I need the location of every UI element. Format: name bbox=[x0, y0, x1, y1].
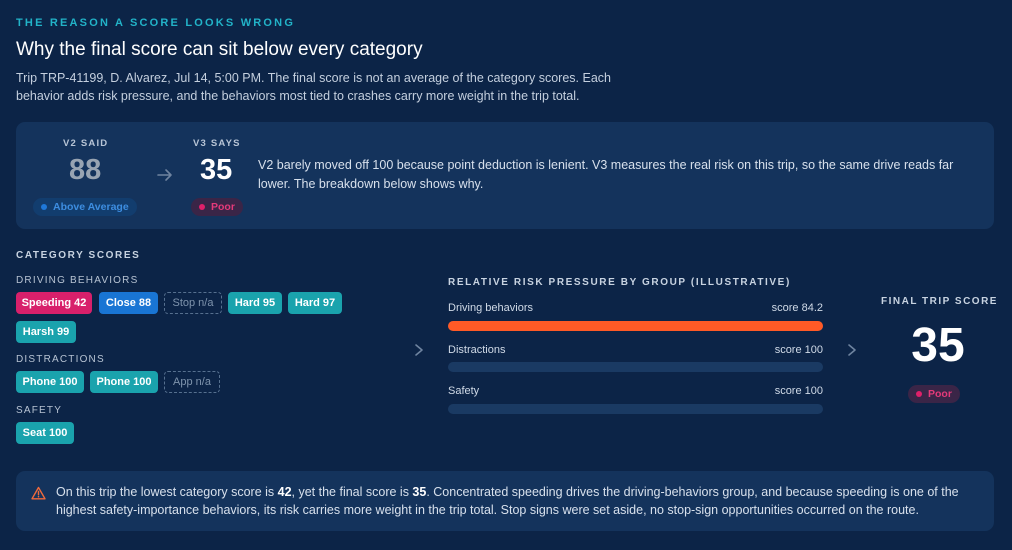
chip-hard-braking[interactable]: Hard 95 bbox=[228, 292, 282, 314]
v3-label: V3 SAYS bbox=[193, 138, 241, 149]
v3-badge-label: Poor bbox=[211, 201, 235, 213]
pressure-bar-driving bbox=[448, 321, 823, 331]
page-title: Why the final score can sit below every … bbox=[16, 39, 423, 60]
v2-badge-label: Above Average bbox=[53, 201, 129, 213]
pressure-label-distractions: Distractions bbox=[448, 344, 506, 356]
pressure-label-driving: Driving behaviors bbox=[448, 302, 533, 314]
warning-triangle-icon bbox=[31, 486, 46, 500]
pressure-bar-distractions bbox=[448, 362, 823, 372]
chevron-right-icon bbox=[415, 344, 423, 356]
chevron-right-icon bbox=[848, 344, 856, 356]
pressure-label-safety: Safety bbox=[448, 385, 480, 397]
explanation-note: On this trip the lowest category score i… bbox=[16, 471, 994, 531]
note-lowest-score: 42 bbox=[277, 485, 292, 499]
chip-harsh-cornering[interactable]: Harsh 99 bbox=[16, 321, 76, 343]
status-dot-icon bbox=[916, 391, 922, 397]
note-final-score: 35 bbox=[412, 485, 427, 499]
v2-label: V2 SAID bbox=[63, 138, 109, 149]
version-comparison-card: V2 SAID 88 Above Average V3 SAYS 35 Poor… bbox=[16, 122, 994, 229]
chip-app-usage[interactable]: App n/a bbox=[164, 371, 220, 393]
group-label-distractions: DISTRACTIONS bbox=[16, 354, 105, 365]
page-description: Trip TRP-41199, D. Alvarez, Jul 14, 5:00… bbox=[16, 71, 611, 103]
pressure-score-distractions: score 100 bbox=[774, 344, 823, 356]
final-badge-label: Poor bbox=[928, 388, 952, 400]
status-dot-icon bbox=[41, 204, 47, 210]
group-label-safety: SAFETY bbox=[16, 405, 63, 416]
final-score-label: FINAL TRIP SCORE bbox=[881, 296, 998, 307]
final-score-value: 35 bbox=[911, 319, 965, 372]
chip-speeding[interactable]: Speeding 42 bbox=[16, 292, 92, 314]
chip-hard-acceleration[interactable]: Hard 97 bbox=[288, 292, 342, 314]
v2-score: 88 bbox=[69, 154, 102, 186]
chip-phone-handheld[interactable]: Phone 100 bbox=[16, 371, 84, 393]
risk-pressure-heading: RELATIVE RISK PRESSURE BY GROUP (ILLUSTR… bbox=[448, 277, 791, 288]
pressure-bar-safety bbox=[448, 404, 823, 414]
note-text: On this trip the lowest category score i… bbox=[56, 485, 959, 517]
arrow-right-icon bbox=[157, 169, 172, 181]
pressure-fill-driving bbox=[448, 321, 823, 331]
chip-close-following[interactable]: Close 88 bbox=[99, 292, 158, 314]
pressure-score-safety: score 100 bbox=[774, 385, 823, 397]
final-status-badge: Poor bbox=[908, 385, 960, 403]
chip-stop-signs[interactable]: Stop n/a bbox=[164, 292, 222, 314]
v2-status-badge: Above Average bbox=[33, 198, 137, 216]
pressure-score-driving: score 84.2 bbox=[771, 302, 823, 314]
comparison-explanation: V2 barely moved off 100 because point de… bbox=[258, 158, 954, 191]
v3-status-badge: Poor bbox=[191, 198, 243, 216]
eyebrow: THE REASON A SCORE LOOKS WRONG bbox=[16, 17, 296, 29]
chip-seatbelt[interactable]: Seat 100 bbox=[16, 422, 74, 444]
group-label-driving: DRIVING BEHAVIORS bbox=[16, 275, 139, 286]
category-scores-heading: CATEGORY SCORES bbox=[16, 250, 141, 261]
v3-score: 35 bbox=[200, 154, 233, 186]
chip-phone-calls[interactable]: Phone 100 bbox=[90, 371, 158, 393]
status-dot-icon bbox=[199, 204, 205, 210]
